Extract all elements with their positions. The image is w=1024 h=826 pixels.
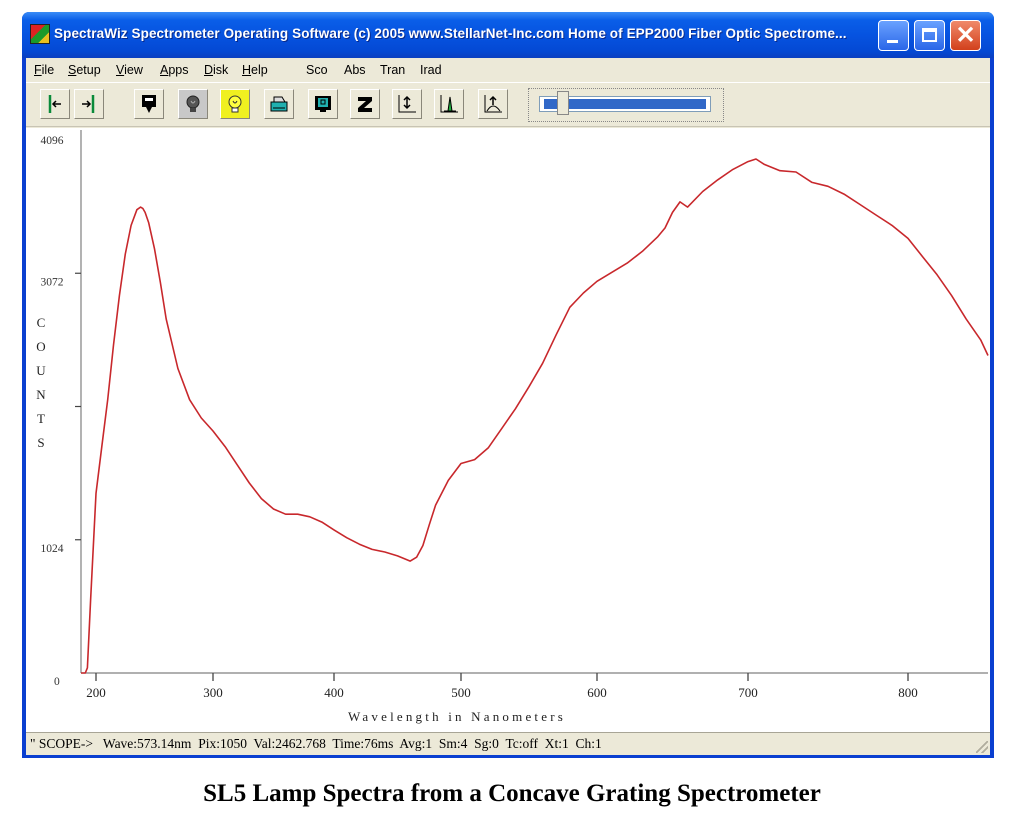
status-readout: " SCOPE-> Wave:573.14nm Pix:1050 Val:246… (30, 736, 602, 752)
maximize-button[interactable] (914, 20, 945, 51)
monitor-button[interactable] (308, 89, 338, 119)
z-icon (358, 97, 372, 112)
status-sm: Sm:4 (438, 736, 468, 751)
light-reference-button[interactable] (220, 89, 250, 119)
x-tick-label: 500 (451, 685, 471, 700)
toolbar (26, 84, 990, 127)
integration-slider-container (528, 88, 724, 122)
spectrawiz-window: SpectraWiz Spectrometer Operating Softwa… (22, 12, 994, 758)
y-axis-label-letter: U (36, 363, 46, 378)
baseline-button[interactable] (478, 89, 508, 119)
y-tick-label: 3072 (41, 276, 64, 288)
integration-slider-thumb[interactable] (557, 91, 569, 115)
chart-axes: 0 1024 3072 4096 200 300 400 500 600 700 800 (41, 130, 988, 700)
autoscale-button[interactable] (392, 89, 422, 119)
mode-irradiance[interactable]: Irad (420, 63, 442, 77)
lamp-on-icon (228, 95, 242, 113)
x-tick-label: 300 (203, 685, 223, 700)
y-axis-label-letter: C (37, 315, 46, 330)
cursor-left-icon (48, 95, 61, 113)
maximize-icon (922, 28, 937, 42)
minimize-button[interactable] (878, 20, 909, 51)
status-ch: Ch:1 (575, 736, 602, 751)
download-icon (142, 95, 156, 113)
status-tc: Tc:off (505, 736, 538, 751)
status-sg: Sg:0 (474, 736, 499, 751)
menu-disk[interactable]: Disk (204, 63, 229, 77)
menu-file[interactable]: File (34, 63, 55, 77)
spectrum-plot[interactable]: 0 1024 3072 4096 200 300 400 500 600 700 800 Wavel… (26, 128, 990, 732)
lamp-off-icon (186, 95, 200, 112)
cursor-right-icon (82, 95, 95, 113)
app-logo-icon[interactable] (30, 24, 50, 44)
cursor-right-button[interactable] (74, 89, 104, 119)
figure-caption: SL5 Lamp Spectra from a Concave Grating … (203, 780, 821, 807)
status-wave: Wave:573.14nm (102, 736, 192, 751)
x-tick-label: 800 (898, 685, 918, 700)
title-bar[interactable]: SpectraWiz Spectrometer Operating Softwa… (22, 12, 994, 58)
y-axis-label-letter: T (37, 411, 45, 426)
y-axis-label-letter: S (37, 435, 44, 450)
peak-find-button[interactable] (434, 89, 464, 119)
peak-icon (440, 95, 458, 113)
y-axis-label-letter: O (36, 339, 45, 354)
monitor-icon (315, 96, 331, 112)
client-area: File Setup View Apps Disk Help Sco Abs T… (26, 58, 990, 755)
baseline-icon (484, 95, 502, 113)
mode-transmission[interactable]: Tran (380, 63, 406, 77)
printer-icon (270, 96, 288, 112)
x-axis-label: Wavelength in Nanometers (348, 709, 566, 724)
dark-reference-button[interactable] (178, 89, 208, 119)
zoom-button[interactable] (350, 89, 380, 119)
x-tick-label: 700 (738, 685, 758, 700)
spectrum-line (81, 158, 989, 674)
minimize-icon (887, 40, 898, 43)
status-mode: " SCOPE-> (30, 736, 94, 751)
mode-scope[interactable]: Sco (306, 63, 328, 77)
y-axis-label-letter: N (36, 387, 46, 402)
menu-view[interactable]: View (116, 63, 143, 77)
cursor-left-button[interactable] (40, 89, 70, 119)
window-title: SpectraWiz Spectrometer Operating Softwa… (54, 26, 847, 41)
resize-grip[interactable] (976, 741, 988, 753)
status-xt: Xt:1 (544, 736, 569, 751)
close-button[interactable]: ✕ (950, 20, 981, 51)
y-tick-label: 4096 (41, 135, 64, 147)
status-val: Val:2462.768 (253, 736, 326, 751)
menu-apps[interactable]: Apps (160, 63, 189, 77)
y-tick-label: 0 (54, 676, 60, 688)
slider-fill (544, 99, 706, 109)
x-tick-label: 600 (587, 685, 607, 700)
status-pix: Pix:1050 (198, 736, 247, 751)
status-time: Time:76ms (332, 736, 394, 751)
status-avg: Avg:1 (399, 736, 433, 751)
close-icon: ✕ (955, 22, 976, 49)
status-bar: " SCOPE-> Wave:573.14nm Pix:1050 Val:246… (26, 732, 990, 755)
print-button[interactable] (264, 89, 294, 119)
vertical-scale-icon (398, 95, 416, 113)
y-tick-label: 1024 (41, 543, 64, 555)
x-tick-label: 200 (86, 685, 106, 700)
integration-slider-track[interactable] (539, 96, 711, 112)
menu-bar: File Setup View Apps Disk Help Sco Abs T… (26, 58, 990, 83)
save-data-button[interactable] (134, 89, 164, 119)
menu-help[interactable]: Help (242, 63, 268, 77)
menu-setup[interactable]: Setup (68, 63, 101, 77)
x-tick-label: 400 (324, 685, 344, 700)
mode-absorbance[interactable]: Abs (344, 63, 366, 77)
spectrum-chart: 0 1024 3072 4096 200 300 400 500 600 700 800 Wavel… (36, 130, 989, 724)
